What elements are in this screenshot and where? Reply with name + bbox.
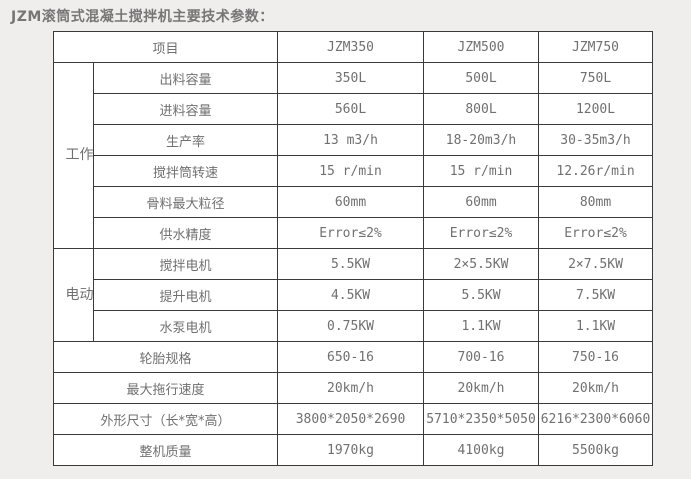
cell-value: 4.5KW bbox=[277, 279, 425, 311]
cell-value: 500L bbox=[423, 62, 540, 94]
row-label: 进料容量 bbox=[92, 93, 279, 125]
cell-value: 6216*2300*6060 bbox=[538, 403, 654, 435]
header-item-label: 项目 bbox=[52, 31, 279, 63]
row-label: 提升电机 bbox=[92, 279, 279, 311]
table-row: 进料容量 560L 800L 1200L bbox=[54, 93, 654, 125]
cell-value: 800L bbox=[423, 93, 540, 125]
row-label: 轮胎规格 bbox=[52, 341, 279, 373]
cell-value: 60mm bbox=[277, 186, 425, 218]
cell-value: 5500kg bbox=[538, 434, 654, 466]
cell-value: 20km/h bbox=[538, 372, 654, 404]
cell-value: 2×7.5KW bbox=[538, 248, 654, 280]
table-row: 轮胎规格 650-16 700-16 750-16 bbox=[52, 341, 654, 373]
table-row: 最大拖行速度 20km/h 20km/h 20km/h bbox=[52, 372, 654, 404]
cell-value: 3800*2050*2690 bbox=[277, 403, 425, 435]
table-row: 整机质量 1970kg 4100kg 5500kg bbox=[52, 434, 654, 466]
table-row: 搅拌筒转速 15 r/min 15 r/min 12.26r/min bbox=[54, 155, 654, 187]
cell-value: 18-20m3/h bbox=[423, 124, 540, 156]
row-label: 生产率 bbox=[92, 124, 279, 156]
table-header-row: 项目 JZM350 JZM500 JZM750 bbox=[52, 31, 654, 63]
cell-value: 15 r/min bbox=[277, 155, 425, 187]
row-label: 外形尺寸（长*宽*高） bbox=[52, 403, 279, 435]
row-label: 骨料最大粒径 bbox=[92, 186, 279, 218]
table-row: 骨料最大粒径 60mm 60mm 80mm bbox=[54, 186, 654, 218]
table-row: 供水精度 Error≤2% Error≤2% Error≤2% bbox=[54, 217, 654, 249]
cell-value: 13 m3/h bbox=[277, 124, 425, 156]
cell-value: 20km/h bbox=[277, 372, 425, 404]
row-label: 搅拌电机 bbox=[92, 248, 279, 280]
cell-value: Error≤2% bbox=[538, 217, 654, 249]
cell-value: 0.75KW bbox=[277, 310, 425, 342]
cell-value: 5710*2350*5050 bbox=[423, 403, 540, 435]
cell-value: Error≤2% bbox=[423, 217, 540, 249]
cell-value: 80mm bbox=[538, 186, 654, 218]
cell-value: 4100kg bbox=[423, 434, 540, 466]
group-label-electric-motor: 电动机 bbox=[53, 248, 94, 342]
group-label-text: 工作性能 bbox=[65, 147, 94, 163]
row-label: 整机质量 bbox=[52, 434, 279, 466]
cell-value: 700-16 bbox=[423, 341, 540, 373]
cell-value: 2×5.5KW bbox=[423, 248, 540, 280]
table-row: 工作性能 出料容量 350L 500L 750L bbox=[53, 62, 654, 249]
cell-value: 7.5KW bbox=[538, 279, 654, 311]
cell-value: 15 r/min bbox=[423, 155, 540, 187]
cell-value: 1970kg bbox=[277, 434, 425, 466]
table-row: 外形尺寸（长*宽*高） 3800*2050*2690 5710*2350*505… bbox=[52, 403, 654, 435]
cell-value: 1.1KW bbox=[423, 310, 540, 342]
table-row: 水泵电机 0.75KW 1.1KW 1.1KW bbox=[54, 310, 654, 342]
table-row: 电动机 搅拌电机 5.5KW 2×5.5KW 2×7.5KW bbox=[53, 248, 654, 342]
header-model-jzm750: JZM750 bbox=[538, 31, 654, 63]
cell-value: 350L bbox=[277, 62, 425, 94]
cell-value: 560L bbox=[277, 93, 425, 125]
table-row: 提升电机 4.5KW 5.5KW 7.5KW bbox=[54, 279, 654, 311]
cell-value: 5.5KW bbox=[277, 248, 425, 280]
cell-value: Error≤2% bbox=[277, 217, 425, 249]
header-model-jzm350: JZM350 bbox=[277, 31, 425, 63]
cell-value: 1200L bbox=[538, 93, 654, 125]
cell-value: 650-16 bbox=[277, 341, 425, 373]
cell-value: 60mm bbox=[423, 186, 540, 218]
row-label: 供水精度 bbox=[92, 217, 279, 249]
page-title: JZM滚筒式混凝土搅拌机主要技术参数： bbox=[11, 9, 274, 25]
cell-value: 20km/h bbox=[423, 372, 540, 404]
group-label-work-performance: 工作性能 bbox=[53, 62, 94, 249]
cell-value: 750L bbox=[538, 62, 654, 94]
row-label: 搅拌筒转速 bbox=[92, 155, 279, 187]
cell-value: 1.1KW bbox=[538, 310, 654, 342]
header-model-jzm500: JZM500 bbox=[423, 31, 540, 63]
cell-value: 12.26r/min bbox=[538, 155, 654, 187]
cell-value: 30-35m3/h bbox=[538, 124, 654, 156]
table-row: 生产率 13 m3/h 18-20m3/h 30-35m3/h bbox=[54, 124, 654, 156]
row-label: 最大拖行速度 bbox=[52, 372, 279, 404]
cell-value: 5.5KW bbox=[423, 279, 540, 311]
row-label: 出料容量 bbox=[92, 62, 279, 94]
group-label-text: 电动机 bbox=[65, 286, 94, 303]
row-label: 水泵电机 bbox=[92, 310, 279, 342]
spec-table: 项目 JZM350 JZM500 JZM750 工作性能 出料容量 350L 5… bbox=[52, 31, 654, 466]
cell-value: 750-16 bbox=[538, 341, 654, 373]
